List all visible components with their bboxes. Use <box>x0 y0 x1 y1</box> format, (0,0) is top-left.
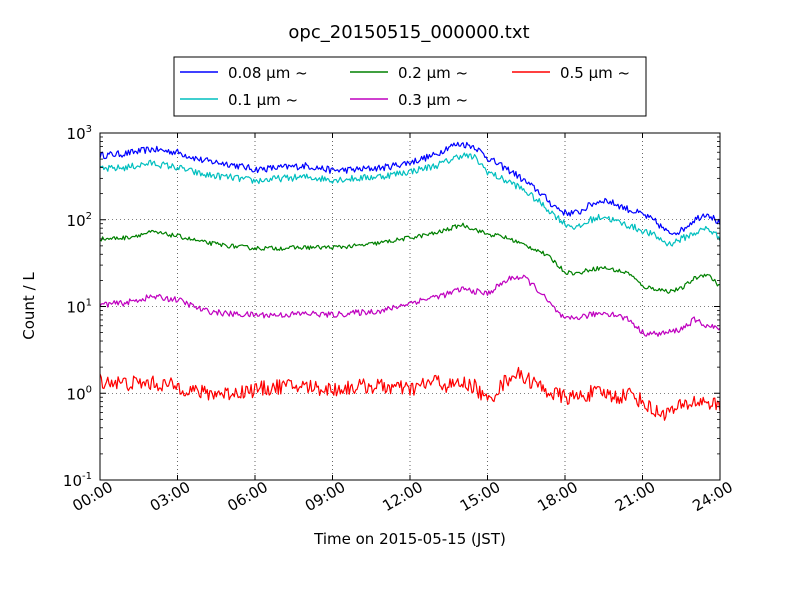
grid <box>100 133 720 480</box>
y-tick-label-exponent: 1 <box>86 298 92 309</box>
series-line <box>99 366 721 421</box>
y-tick-label-exponent: 3 <box>86 124 92 135</box>
y-tick-label: 102 <box>67 211 92 230</box>
y-tick-label-exponent: -1 <box>82 471 92 482</box>
y-tick-label-base: 10 <box>67 385 86 403</box>
y-tick-label-base: 10 <box>67 212 86 230</box>
y-tick-label-exponent: 2 <box>86 211 92 222</box>
y-tick-label-base: 10 <box>67 299 86 317</box>
y-tick-label: 10-1 <box>63 471 92 490</box>
y-tick-label-base: 10 <box>63 472 82 490</box>
series-line <box>99 222 721 294</box>
y-axis-label: Count / L <box>20 272 38 340</box>
legend-label: 0.08 μm ~ <box>228 64 308 82</box>
legend-label: 0.5 μm ~ <box>560 64 630 82</box>
series-line <box>99 274 721 337</box>
y-tick-label: 101 <box>67 298 92 317</box>
series-line <box>99 141 721 236</box>
legend-box <box>173 56 647 117</box>
legend-label: 0.3 μm ~ <box>398 91 468 109</box>
series-layer <box>99 141 721 421</box>
legend-label: 0.1 μm ~ <box>228 91 298 109</box>
y-tick-label-base: 10 <box>67 125 86 143</box>
y-tick-label: 103 <box>67 124 92 143</box>
chart-title: opc_20150515_000000.txt <box>288 22 529 43</box>
series-line <box>99 152 721 247</box>
x-axis-label: Time on 2015-05-15 (JST) <box>313 530 506 548</box>
legend-label: 0.2 μm ~ <box>398 64 468 82</box>
y-tick-label-exponent: 0 <box>86 384 92 395</box>
y-tick-label: 100 <box>67 384 92 403</box>
legend: 0.08 μm ~ 0.1 μm ~ 0.2 μm ~ 0.3 μm ~ 0.5 μm … <box>173 56 647 117</box>
